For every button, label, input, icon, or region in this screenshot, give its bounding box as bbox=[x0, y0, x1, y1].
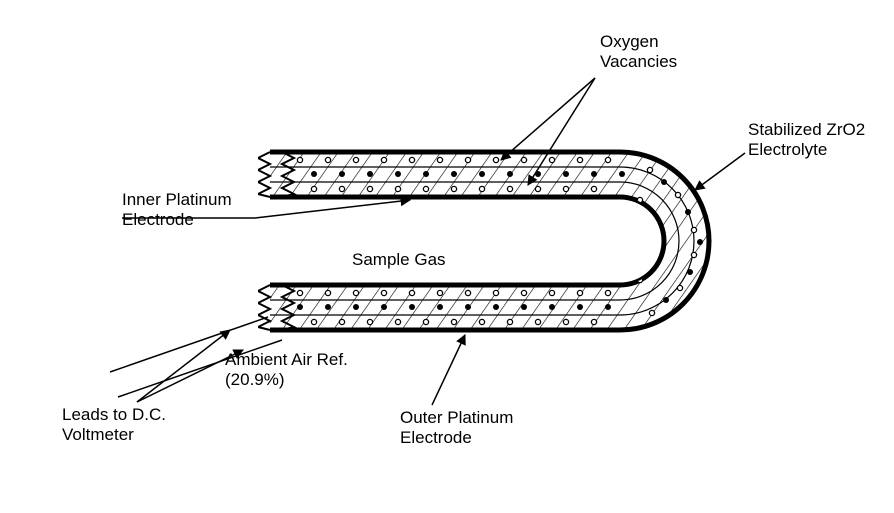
label-sample-gas: Sample Gas bbox=[352, 250, 446, 270]
label-inner-pt-electrode: Inner Platinum Electrode bbox=[122, 190, 232, 229]
label-stabilized-zro2: Stabilized ZrO2 Electrolyte bbox=[748, 120, 865, 159]
label-oxygen-vacancies: Oxygen Vacancies bbox=[600, 32, 677, 71]
inner-electrode-path bbox=[270, 197, 664, 285]
label-outer-pt-electrode: Outer Platinum Electrode bbox=[400, 408, 513, 447]
label-ambient-air: Ambient Air Ref. (20.9%) bbox=[225, 350, 348, 389]
label-leads-voltmeter: Leads to D.C. Voltmeter bbox=[62, 405, 166, 444]
electrolyte-hatch bbox=[250, 140, 730, 350]
